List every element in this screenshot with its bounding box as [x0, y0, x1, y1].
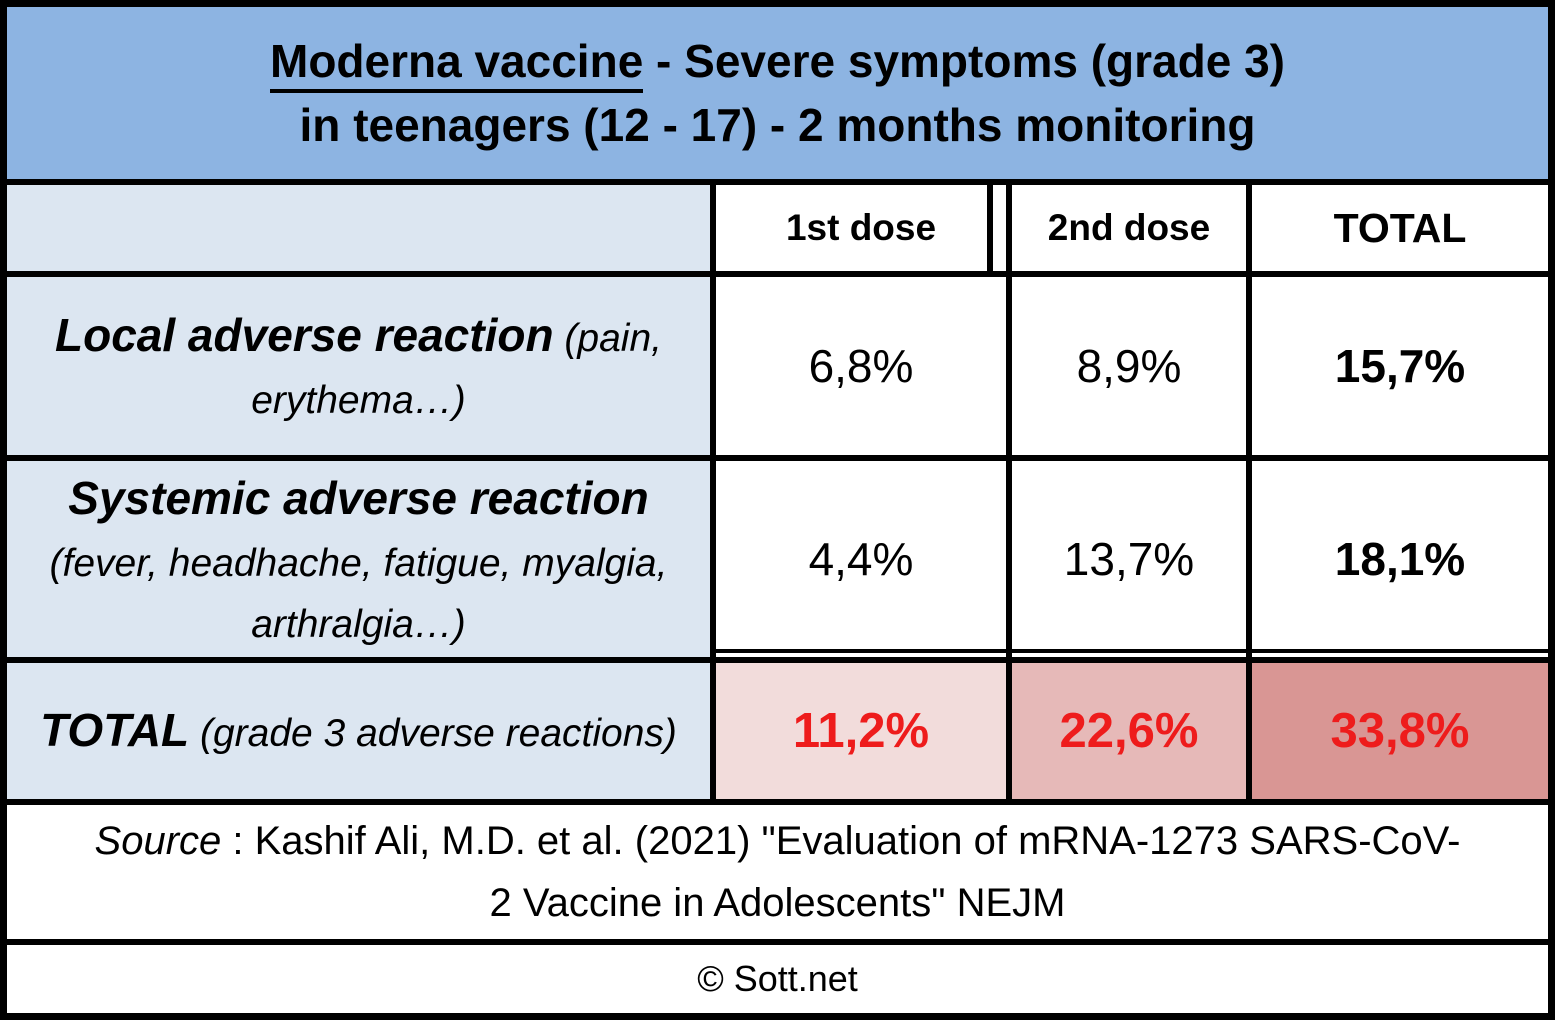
cell-systemic-2nd-dose: 13,7% — [1009, 458, 1249, 660]
column-header-1st-dose: 1st dose — [713, 182, 1009, 274]
row-label-note: (fever, headhache, fatigue, myalgia, art… — [49, 542, 668, 646]
cell-total-1st-dose: 11,2% — [713, 660, 1009, 802]
title-vaccine-name: Moderna vaccine — [270, 35, 644, 93]
row-label-systemic-adverse-reaction: Systemic adverse reaction (fever, headha… — [4, 458, 713, 660]
row-label-main: Systemic adverse reaction — [68, 471, 649, 524]
cell-total-total: 33,8% — [1249, 660, 1551, 802]
title-banner: Moderna vaccine - Severe symptoms (grade… — [4, 4, 1551, 182]
row-label-note: (grade 3 adverse reactions) — [189, 712, 677, 756]
cell-local-2nd-dose: 8,9% — [1009, 274, 1249, 458]
title-line-1-rest: - Severe symptoms (grade 3) — [643, 35, 1285, 87]
source-row: Source : Kashif Ali, M.D. et al. (2021) … — [4, 802, 1551, 942]
credit-row: © Sott.net — [4, 942, 1551, 1016]
row-label-main: Local adverse reaction — [55, 309, 554, 362]
vaccine-symptoms-table: Moderna vaccine - Severe symptoms (grade… — [4, 4, 1551, 1016]
header-blank-cell — [4, 182, 713, 274]
cell-local-1st-dose: 6,8% — [713, 274, 1009, 458]
column-header-2nd-dose: 2nd dose — [1009, 182, 1249, 274]
source-line-1-rest: : Kashif Ali, M.D. et al. (2021) "Evalua… — [221, 819, 1461, 863]
title-line-1: Moderna vaccine - Severe symptoms (grade… — [270, 29, 1285, 93]
column-header-total: TOTAL — [1249, 182, 1551, 274]
source-text: Source : Kashif Ali, M.D. et al. (2021) … — [95, 810, 1461, 934]
cell-local-total: 15,7% — [1249, 274, 1551, 458]
cell-systemic-1st-dose: 4,4% — [713, 458, 1009, 660]
cell-total-2nd-dose: 22,6% — [1009, 660, 1249, 802]
source-prefix: Source — [94, 819, 222, 863]
title-line-2: in teenagers (12 - 17) - 2 months monito… — [299, 99, 1256, 151]
cell-systemic-total: 18,1% — [1249, 458, 1551, 660]
row-label-total: TOTAL (grade 3 adverse reactions) — [4, 660, 713, 802]
row-label-local-adverse-reaction: Local adverse reaction (pain, erythema…) — [4, 274, 713, 458]
source-line-2: 2 Vaccine in Adolescents" NEJM — [489, 881, 1066, 925]
row-label-note: (pain, erythema…) — [251, 317, 662, 423]
row-label-main: TOTAL — [40, 704, 190, 757]
